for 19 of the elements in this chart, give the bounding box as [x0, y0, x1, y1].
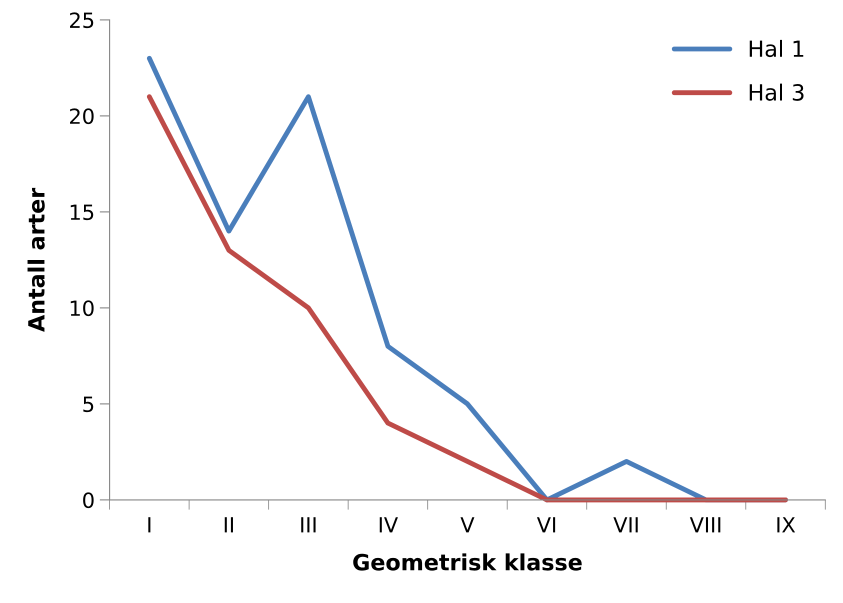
legend-label: Hal 1 — [750, 40, 804, 58]
x-tick-label: I — [148, 517, 150, 532]
x-tick-label: IX — [777, 517, 796, 532]
x-tick-label: VII — [613, 517, 638, 532]
x-tick-label: II — [224, 517, 233, 532]
y-tick-label: 10 — [70, 300, 94, 316]
x-tick-label: IV — [380, 517, 398, 532]
y-tick-label: 25 — [70, 12, 94, 28]
x-tick-label: III — [301, 517, 316, 532]
x-tick-label: VIII — [690, 517, 720, 532]
y-tick-label: 15 — [70, 204, 94, 220]
x-tick-label: V — [460, 517, 474, 532]
legend-label: Hal 3 — [750, 84, 804, 101]
y-tick-label: 5 — [83, 396, 94, 412]
x-axis-title: Geometrisk klasse — [353, 553, 582, 571]
x-tick-label: VI — [536, 517, 556, 532]
y-tick-label: 0 — [83, 492, 94, 508]
y-axis-title: Antall arter — [28, 188, 45, 332]
y-tick-label: 20 — [70, 108, 94, 124]
